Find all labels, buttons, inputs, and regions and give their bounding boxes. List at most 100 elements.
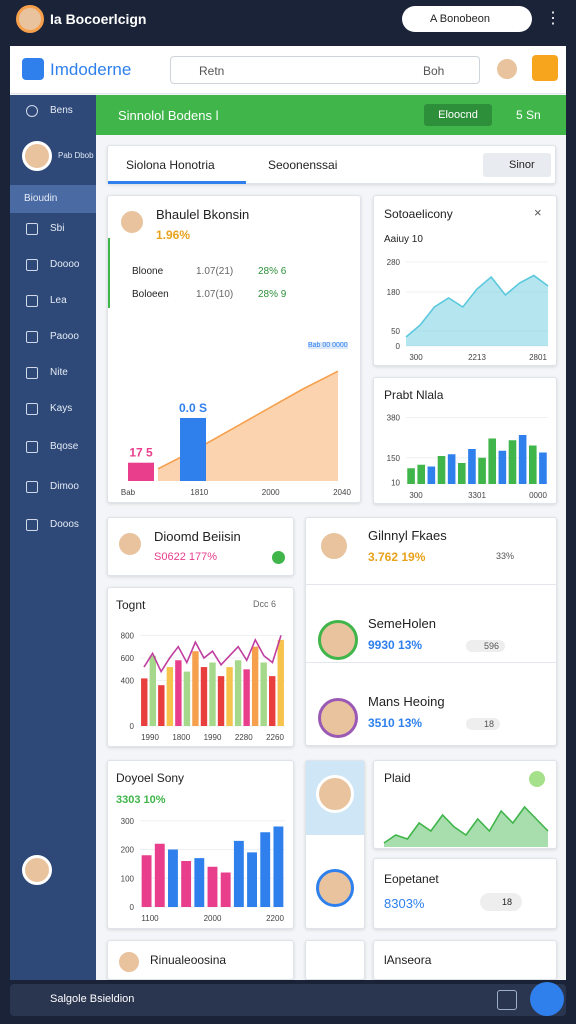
bar — [447, 454, 456, 484]
profit-card: Prabt Nlala 10 150 380 300 3301 0000 — [373, 377, 557, 504]
avatar-column — [305, 760, 365, 929]
bar — [128, 462, 154, 481]
banner-filter[interactable]: 5 Sn — [516, 108, 541, 122]
card-title: Prabt Nlala — [384, 388, 444, 402]
nav-item[interactable]: Bioudin — [24, 193, 58, 204]
nav-icon — [26, 481, 38, 493]
card-title: Sotoaelicony — [384, 207, 453, 221]
divider — [306, 662, 556, 663]
tab[interactable]: Siolona Honotria — [126, 158, 215, 172]
nav-item[interactable]: Nite — [50, 367, 68, 378]
card-filter[interactable]: Dcc 6 — [253, 599, 277, 609]
x-tick-label: 300 — [409, 491, 423, 500]
bar — [154, 843, 165, 907]
footer-text: Salgole Bsieldion — [50, 993, 135, 1005]
top-bar: Ia Bocoerlcign A Bonobeon ⋮ — [0, 0, 576, 40]
banner-button[interactable]: Eloocnd — [424, 104, 492, 126]
nav-icon — [26, 105, 38, 117]
row-label: Boloeen — [132, 289, 169, 300]
profile-avatar — [22, 855, 52, 885]
nav-item[interactable]: Bqose — [50, 441, 79, 452]
card-title: Dioomd Beiisin — [154, 529, 241, 544]
person-name: SemeHolen — [368, 616, 436, 631]
card-value: 8303% — [384, 896, 425, 911]
divider — [306, 584, 556, 585]
profile-avatar — [22, 141, 52, 171]
nav-item[interactable]: Bens — [50, 105, 73, 116]
bar — [528, 445, 537, 484]
nav-icon — [26, 223, 38, 235]
row-value: 1.07(21) — [196, 266, 234, 277]
nav-item[interactable]: Sbi — [50, 223, 65, 234]
bar — [226, 667, 233, 726]
search-text: Retn — [199, 64, 225, 78]
y-tick-label: 380 — [387, 414, 401, 423]
bar — [183, 671, 191, 726]
nav-item[interactable]: Kays — [50, 403, 73, 414]
bottom-card: Rinualeoosina — [107, 940, 294, 980]
y-tick-label: 280 — [387, 258, 401, 267]
bar — [457, 463, 466, 484]
x-tick-label: 2200 — [266, 914, 284, 923]
nav-icon — [26, 441, 38, 453]
bar — [200, 667, 208, 726]
orange-button[interactable] — [532, 55, 558, 81]
avatar[interactable] — [494, 56, 520, 82]
avatar — [318, 620, 358, 660]
bar — [166, 667, 174, 726]
person-tag: 33% — [496, 551, 515, 561]
people-card: Gilnnyl Fkaes 3.762 19% 33% SemeHolen 9930 1… — [305, 517, 557, 746]
bar — [158, 685, 165, 726]
nav-item[interactable]: Paooo — [50, 331, 79, 342]
activity-chart: 0 50 180 280 300 2213 2801 — [387, 258, 549, 362]
person-value: 9930 13% — [368, 638, 423, 652]
bar — [141, 678, 148, 726]
account-pill[interactable]: A Bonobeon — [402, 6, 532, 32]
line — [383, 805, 549, 844]
nav-item[interactable]: Doooo — [50, 259, 80, 270]
menu[interactable]: ⋮ — [545, 10, 561, 27]
avatar — [316, 869, 354, 907]
fab[interactable] — [530, 982, 564, 1016]
plaid-chart — [383, 805, 549, 847]
x-tick-label: 2000 — [204, 914, 222, 923]
card-title: lAnseora — [384, 953, 432, 967]
bar — [209, 662, 216, 726]
y-tick-label: 800 — [121, 631, 135, 640]
bar — [251, 646, 259, 726]
card-subtitle: Aaiuy 10 — [384, 234, 423, 245]
banner-title: Sinnolol Bodens l — [118, 108, 219, 123]
tab-button[interactable]: Sinor — [483, 153, 551, 177]
nav-item[interactable]: Dooos — [50, 519, 79, 530]
y-tick-label: 400 — [121, 677, 135, 686]
bar — [194, 858, 205, 907]
bar — [175, 660, 182, 726]
nav-icon — [26, 519, 38, 531]
footer-button[interactable] — [497, 990, 517, 1010]
status-dot — [272, 551, 285, 564]
bar — [468, 449, 476, 484]
y-tick-label: 180 — [387, 288, 401, 297]
badge: Bab 00 0000 — [308, 342, 348, 349]
tag: 18 — [480, 893, 522, 911]
close[interactable]: × — [534, 205, 542, 220]
profile-name: Pab Dbob — [58, 151, 94, 160]
line — [143, 635, 282, 674]
nav-item[interactable]: Lea — [50, 295, 67, 306]
tab[interactable]: Seoonenssai — [268, 158, 338, 172]
avatar[interactable] — [16, 5, 44, 33]
card-title: Rinualeoosina — [150, 953, 227, 967]
person-tag: 18 — [466, 718, 501, 730]
sidebar: Pab Dbob Bens Bioudin Sbi Doooo Lea Paooo Nite… — [10, 95, 96, 980]
bar — [260, 662, 267, 726]
nav-item[interactable]: Dimoo — [50, 481, 79, 492]
x-tick-label: 1810 — [190, 488, 208, 497]
avatar — [318, 530, 350, 562]
bar — [407, 468, 415, 484]
action[interactable] — [529, 771, 545, 787]
person-tag: 596 — [466, 640, 506, 652]
app-name: Ia Bocoerlcign — [50, 11, 147, 27]
bar — [207, 866, 218, 907]
search-box[interactable]: Retn Boh — [170, 56, 480, 84]
